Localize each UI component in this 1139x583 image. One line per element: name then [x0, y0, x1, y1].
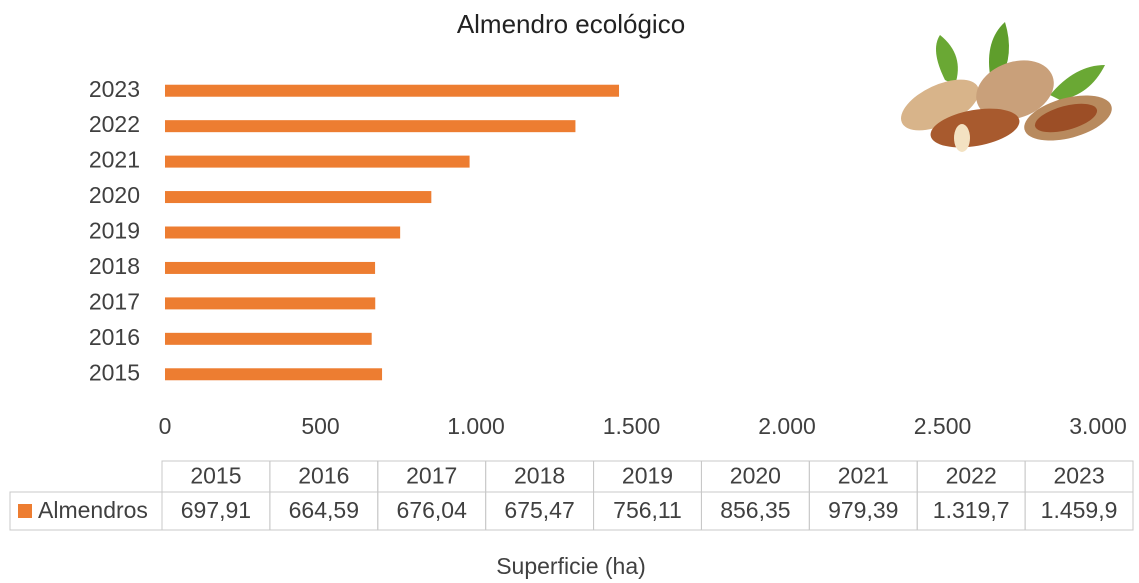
table-header: 2020	[730, 463, 781, 489]
y-tick-label: 2017	[89, 288, 140, 314]
table-header: 2019	[622, 463, 673, 489]
table-header: 2015	[190, 463, 241, 489]
x-tick-label: 2.000	[758, 413, 816, 439]
chart-title: Almendro ecológico	[457, 9, 685, 39]
bar	[165, 368, 383, 381]
bar	[165, 120, 576, 133]
table-value: 1.319,7	[933, 497, 1010, 523]
table-value: 675,47	[504, 497, 574, 523]
x-tick-label: 1.500	[603, 413, 661, 439]
bar	[165, 226, 401, 239]
x-axis-label: Superficie (ha)	[496, 553, 646, 579]
table-value: 756,11	[613, 497, 682, 523]
table-value: 697,91	[181, 497, 251, 523]
x-tick-label: 2.500	[914, 413, 972, 439]
table-value: 664,59	[289, 497, 359, 523]
x-tick-label: 1.000	[447, 413, 505, 439]
x-tick-label: 500	[301, 413, 339, 439]
bar	[165, 191, 432, 204]
y-tick-label: 2022	[89, 111, 140, 137]
y-tick-label: 2016	[89, 324, 140, 350]
table-header: 2021	[838, 463, 889, 489]
table-header: 2017	[406, 463, 457, 489]
bar	[165, 155, 470, 168]
x-tick-label: 0	[159, 413, 172, 439]
table-header: 2018	[514, 463, 565, 489]
table-header: 2022	[946, 463, 997, 489]
table-header: 2016	[298, 463, 349, 489]
bar	[165, 297, 376, 310]
bar	[165, 84, 620, 97]
table-value: 676,04	[397, 497, 468, 523]
table-value: 979,39	[828, 497, 898, 523]
table-cell	[1024, 491, 1134, 531]
y-tick-label: 2015	[89, 359, 140, 385]
bar	[165, 261, 376, 274]
x-tick-label: 3.000	[1069, 413, 1127, 439]
y-tick-label: 2023	[89, 76, 140, 102]
legend-swatch	[18, 504, 32, 518]
almond-illustration	[901, 22, 1112, 152]
y-tick-label: 2018	[89, 253, 140, 279]
y-tick-label: 2021	[89, 147, 140, 173]
bar	[165, 332, 372, 345]
y-tick-label: 2020	[89, 182, 140, 208]
table-value: 856,35	[720, 497, 790, 523]
legend-label: Almendros	[38, 497, 148, 523]
table-value: 1.459,9	[1041, 497, 1118, 523]
y-tick-label: 2019	[89, 218, 140, 244]
table-header: 2023	[1053, 463, 1104, 489]
